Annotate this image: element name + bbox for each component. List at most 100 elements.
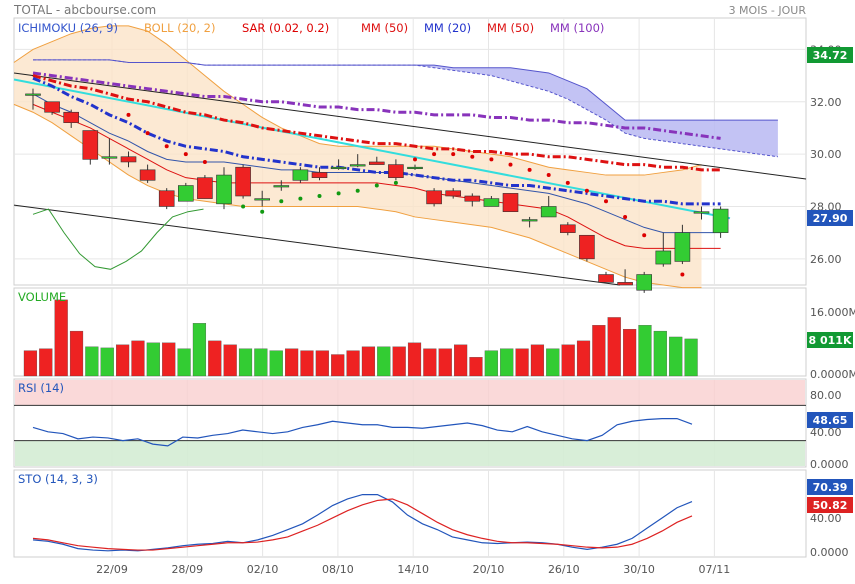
- volume-bar: [208, 340, 222, 377]
- volume-bar: [607, 317, 621, 377]
- sar-dot: [642, 233, 647, 238]
- mm50-line: [32, 103, 721, 249]
- candle-body: [445, 190, 462, 197]
- volume-bar: [377, 346, 391, 377]
- volume-bar: [85, 346, 99, 377]
- rsi-y-tick-label: 0.0000: [810, 458, 849, 471]
- rsi-y-tick-label: 80.00: [810, 389, 842, 402]
- sar-dot: [393, 180, 398, 185]
- sar-dot: [623, 214, 628, 219]
- candle-body: [655, 250, 672, 265]
- candle-body: [139, 169, 156, 181]
- price-legend-item: MM (100): [550, 21, 604, 35]
- candle-body: [273, 185, 290, 188]
- sar-dot: [279, 199, 284, 204]
- candle-body: [579, 234, 595, 260]
- volume-bar: [192, 323, 207, 377]
- candle-body: [178, 185, 194, 202]
- chart-title: TOTAL - abcbourse.com: [13, 3, 156, 17]
- rsi-line: [32, 418, 693, 447]
- volume-bar: [39, 348, 53, 377]
- volume-bar: [653, 330, 667, 377]
- x-tick-label: 02/10: [247, 563, 279, 576]
- mm20-line: [32, 93, 721, 234]
- volume-bar: [623, 328, 637, 377]
- candle-body: [349, 164, 366, 167]
- last-price-tag: [807, 47, 853, 63]
- rsi-title: RSI (14): [18, 381, 64, 395]
- volume-bar: [669, 336, 683, 377]
- sar-dot: [202, 159, 207, 164]
- sar-dot: [527, 167, 532, 172]
- sar-dot: [260, 209, 265, 214]
- sar-dot: [451, 152, 456, 157]
- x-tick-label: 30/10: [623, 563, 655, 576]
- price-legend-item: ICHIMOKU (26, 9): [18, 21, 118, 35]
- sar-dot: [584, 188, 589, 193]
- candle-body: [426, 190, 442, 205]
- volume-bar: [254, 348, 268, 377]
- candle-body: [254, 198, 270, 201]
- candle-body: [483, 198, 500, 207]
- sar-dot: [126, 112, 131, 117]
- sar-dot: [604, 199, 608, 204]
- sto-y-tick-label: 40.00: [810, 512, 842, 525]
- sar-dot: [470, 154, 475, 159]
- candle-body: [636, 274, 653, 291]
- sto-d-label: 50.82: [813, 499, 848, 512]
- volume-bar: [54, 299, 68, 377]
- period-label[interactable]: 3 MOIS - JOUR: [729, 4, 807, 17]
- rsi-last-label: 48.65: [813, 414, 848, 427]
- sar-dot: [374, 183, 379, 188]
- sar-dot: [164, 144, 169, 149]
- candle-body: [693, 211, 710, 214]
- sar-dot: [298, 196, 303, 201]
- x-tick-label: 14/10: [397, 563, 429, 576]
- volume-bar: [23, 350, 38, 377]
- chart-layers: 34.0032.0030.0028.0026.0022/0928/0902/10…: [13, 17, 855, 576]
- sto-title: STO (14, 3, 3): [18, 472, 98, 486]
- volume-bar: [69, 330, 84, 377]
- volume-bar: [592, 325, 606, 377]
- sto-line-1: [32, 498, 693, 551]
- volume-title: VOLUME: [18, 290, 66, 304]
- price-y-tick-label: 30.00: [810, 148, 842, 161]
- sar-dot: [145, 131, 150, 136]
- candle-body: [311, 172, 328, 178]
- candle-body: [464, 195, 481, 202]
- panel-frame-sto: [13, 469, 807, 558]
- sar-dot: [413, 157, 417, 162]
- volume-bar: [300, 350, 314, 377]
- candle-body: [388, 164, 404, 178]
- chikou-line: [32, 208, 204, 270]
- price-legend-item: MM (20): [424, 21, 471, 35]
- sar-dot: [183, 152, 188, 157]
- volume-bar: [546, 348, 560, 377]
- sar-dot: [565, 180, 570, 185]
- sto-d-tag: [807, 497, 853, 513]
- sar-dot: [432, 152, 437, 157]
- volume-bar: [116, 344, 130, 377]
- price-y-tick-label: 32.00: [810, 96, 842, 109]
- price-legend-item: MM (50): [361, 21, 408, 35]
- volume-bar: [331, 354, 345, 377]
- volume-bar: [315, 350, 329, 377]
- volume-last-tag: [807, 332, 853, 348]
- volume-bar: [146, 342, 160, 377]
- volume-bar: [638, 325, 652, 377]
- candle-body: [521, 219, 538, 222]
- candle-body: [674, 232, 691, 262]
- volume-bar: [177, 348, 191, 377]
- last-price-label: 34.72: [813, 49, 848, 62]
- x-tick-label: 08/10: [322, 563, 354, 576]
- candle-body: [598, 274, 614, 283]
- volume-bar: [438, 348, 452, 377]
- volume-bar: [469, 357, 483, 377]
- candle-body: [63, 111, 80, 124]
- candle-body: [120, 156, 137, 163]
- rsi-overbought-band: [15, 380, 805, 406]
- volume-y-tick-label: 0.0000M: [810, 368, 855, 381]
- volume-bar: [269, 350, 283, 377]
- candle-body: [330, 166, 347, 170]
